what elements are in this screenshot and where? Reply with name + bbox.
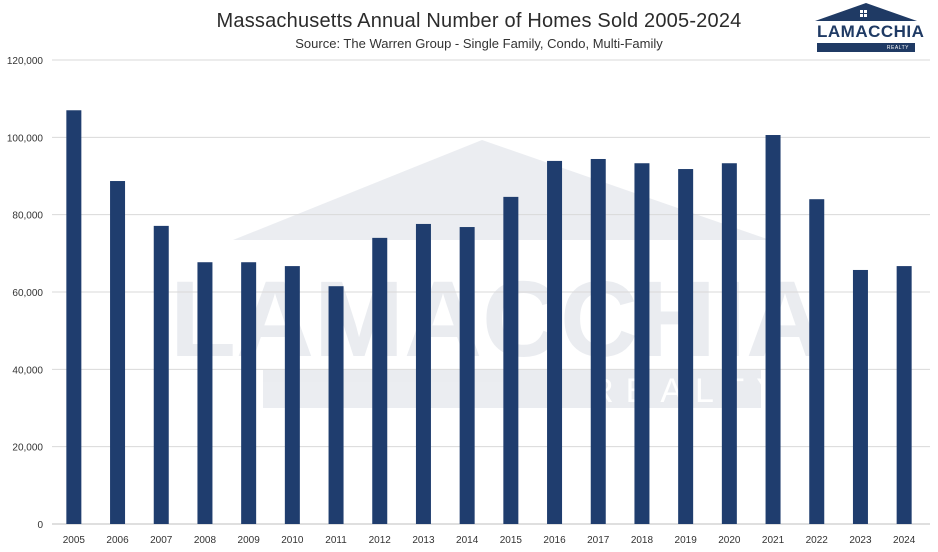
x-tick-label: 2005 [63,535,86,546]
bar [197,262,213,524]
x-tick-label: 2022 [806,535,829,546]
bar [66,110,82,525]
x-tick-label: 2016 [543,535,566,546]
x-tick-label: 2006 [106,535,129,546]
x-tick-label: 2013 [412,535,435,546]
x-tick-label: 2015 [500,535,523,546]
x-tick-label: 2021 [762,535,785,546]
y-tick-label: 40,000 [12,365,43,376]
y-tick-label: 120,000 [7,56,44,67]
bar [153,225,169,524]
y-tick-label: 100,000 [7,133,44,144]
x-tick-label: 2014 [456,535,479,546]
y-tick-label: 60,000 [12,288,43,299]
bar [852,269,868,524]
bar [241,262,257,524]
y-tick-label: 80,000 [12,211,43,222]
logo-graphic [815,3,917,52]
y-tick-label: 0 [37,520,43,531]
bar [284,266,300,524]
bar [503,196,519,524]
y-axis: 0 20,000 40,000 60,000 80,000 100,000 120,000 [7,56,44,531]
x-tick-label: 2009 [238,535,261,546]
x-tick-label: 2012 [369,535,392,546]
x-axis: 2005 2006 2007 2008 2009 2010 2011 2012 2013 2014… [63,535,916,546]
gridlines [52,59,930,525]
bar [634,163,650,525]
bar [896,266,912,524]
x-tick-label: 2011 [325,535,347,546]
bar [765,135,781,524]
y-tick-label: 20,000 [12,443,43,454]
x-tick-label: 2019 [675,535,698,546]
watermark-name: LAMACCHIA [170,258,824,379]
bar [372,237,388,524]
bar [328,286,344,524]
logo-name: LAMACCHIA [817,22,925,41]
bar [110,181,126,524]
bar [678,169,694,525]
bar [590,158,606,524]
x-tick-label: 2023 [849,535,872,546]
x-tick-label: 2024 [893,535,916,546]
x-tick-label: 2020 [718,535,741,546]
chart-subtitle: Source: The Warren Group - Single Family… [295,36,663,51]
logo-sub: REALTY [886,45,909,51]
x-tick-label: 2018 [631,535,654,546]
bar [809,199,825,524]
x-tick-label: 2008 [194,535,217,546]
x-tick-label: 2017 [587,535,610,546]
bars [66,110,912,525]
bar [459,227,475,525]
brand-logo: LAMACCHIA REALTY [813,2,925,56]
x-tick-label: 2010 [281,535,304,546]
bar [415,223,431,525]
chart-title: Massachusetts Annual Number of Homes Sol… [216,10,742,32]
bar [547,160,563,525]
bar [721,163,737,525]
x-tick-label: 2007 [150,535,173,546]
